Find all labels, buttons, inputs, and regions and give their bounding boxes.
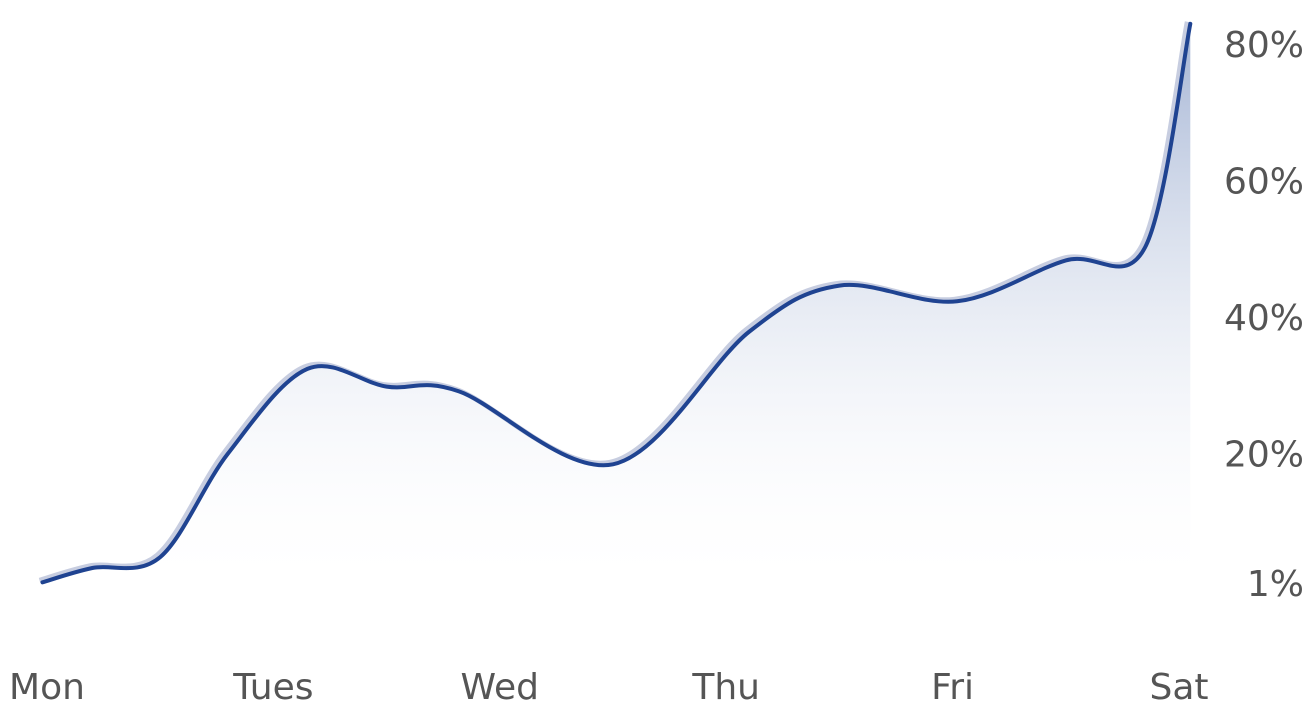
- y-tick-label: 1%: [1247, 564, 1304, 605]
- y-tick-label: 80%: [1224, 25, 1304, 66]
- x-tick-label: Tues: [232, 667, 313, 708]
- y-axis-ticks: 80% 60% 40% 20% 1%: [1224, 25, 1304, 605]
- x-tick-label: Fri: [931, 667, 974, 708]
- y-tick-label: 60%: [1224, 162, 1304, 203]
- x-tick-label: Mon: [9, 667, 85, 708]
- y-tick-label: 40%: [1224, 298, 1304, 339]
- x-tick-label: Wed: [461, 667, 540, 708]
- series-line: [40, 21, 1193, 585]
- x-axis-ticks: Mon Tues Wed Thu Fri Sat: [9, 667, 1208, 708]
- area-layer: [42, 23, 1191, 583]
- line-layer: [38, 21, 1193, 585]
- x-tick-label: Sat: [1149, 667, 1208, 708]
- y-tick-label: 20%: [1224, 434, 1304, 475]
- series-area: [42, 23, 1191, 583]
- x-tick-label: Thu: [691, 667, 760, 708]
